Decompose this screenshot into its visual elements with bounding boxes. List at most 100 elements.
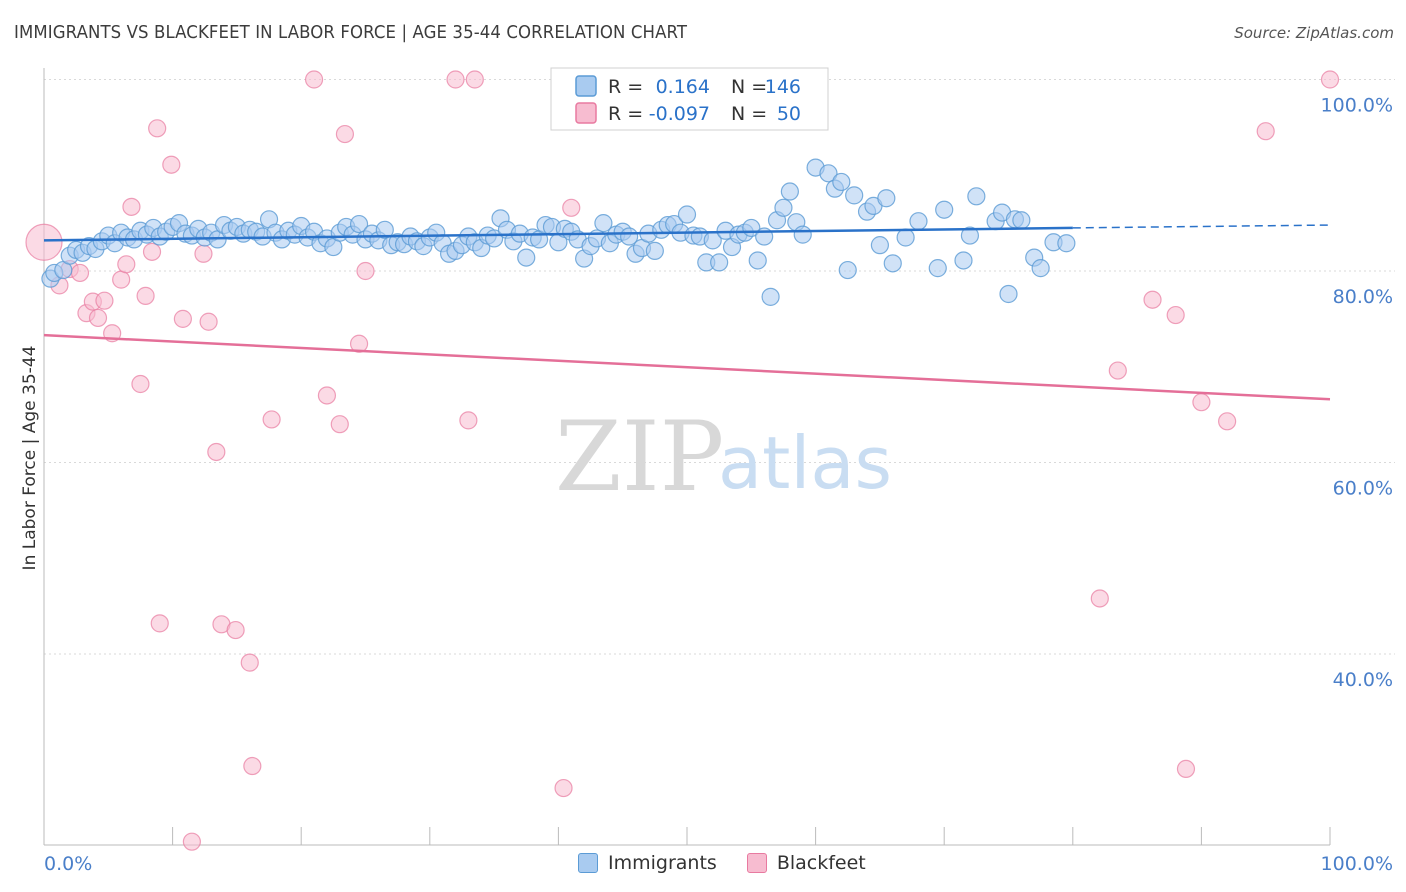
data-point-blackfeet [356,261,375,281]
data-point-blackfeet [148,119,167,138]
data-point-blackfeet [25,223,63,261]
data-point-immigrants [1012,211,1031,230]
trend-line-blackfeet [43,333,1331,401]
data-point-immigrants [793,225,812,244]
data-point-blackfeet [1090,589,1109,608]
legend-r-value: 0.164 [656,76,710,98]
data-point-blackfeet [1192,393,1211,412]
data-point-immigrants [999,284,1018,304]
data-point-blackfeet [1176,759,1196,779]
legend-r-label: R = [608,76,643,98]
data-point-immigrants [774,198,793,217]
x-tick-labels: 0.0% 100.0% [44,853,1393,875]
data-point-immigrants [819,164,838,183]
data-point-immigrants [1031,259,1050,278]
data-point-blackfeet [136,286,155,305]
data-point-blackfeet [112,270,131,289]
data-point-blackfeet [70,263,90,283]
legend-n-label: N = [731,103,767,125]
data-point-blackfeet [1256,122,1275,141]
legend-bottom: Immigrants Blackfeet [578,852,866,874]
data-point-blackfeet [330,415,349,434]
data-point-immigrants [877,189,896,208]
data-point-immigrants [928,259,947,278]
data-point-blackfeet [173,309,192,328]
legend-n-label: N = [731,76,767,98]
data-point-blackfeet [1166,305,1185,325]
legend-item-blackfeet: Blackfeet [746,852,866,874]
legend-swatch-blue [575,75,597,97]
legend-item-immigrants: Immigrants [578,852,717,874]
data-point-blackfeet [240,653,259,672]
legend-swatch-pink [575,102,597,124]
data-point-blackfeet [562,198,581,217]
data-point-blackfeet [150,614,169,633]
data-point-immigrants [1057,234,1076,253]
chart-title: IMMIGRANTS VS BLACKFEET IN LABOR FORCE |… [14,22,688,43]
data-point-immigrants [896,228,915,247]
legend-r-label: R = [608,103,643,125]
data-point-blackfeet [317,386,337,405]
data-point-blackfeet [122,197,141,216]
data-point-immigrants [375,220,394,239]
data-point-blackfeet [207,442,226,462]
y-tick-label: 40.0% [1333,669,1393,691]
legend-box [550,67,829,131]
data-point-blackfeet [335,124,355,144]
data-point-immigrants [517,248,536,267]
data-point-blackfeet [446,70,465,89]
data-point-blackfeet [88,308,108,328]
data-point-immigrants [845,186,864,205]
data-point-blackfeet [95,291,114,310]
data-point-immigrants [870,236,890,255]
y-tick-label: 80.0% [1333,286,1393,308]
data-point-blackfeet [262,410,281,429]
data-point-immigrants [761,287,780,306]
legend-r-value: -0.097 [649,103,710,125]
data-point-immigrants [710,253,729,272]
legend-label-blackfeet: Blackfeet [776,852,866,874]
data-point-blackfeet [1143,290,1162,309]
data-point-blackfeet [162,155,181,174]
legend-label-immigrants: Immigrants [608,852,717,874]
data-point-blackfeet [304,70,324,89]
data-point-immigrants [748,251,767,270]
legend-swatch-blackfeet [746,853,767,873]
data-point-blackfeet [182,832,201,851]
y-tick-label: 100.0% [1321,95,1393,117]
data-point-blackfeet [117,255,136,274]
data-point-immigrants [349,214,369,234]
data-point-immigrants [960,226,980,245]
data-point-blackfeet [1218,412,1237,431]
watermark-zip: ZIP [555,401,724,513]
data-point-immigrants [677,205,697,224]
trend-lines [43,224,1331,401]
data-point-blackfeet [465,70,484,89]
data-point-blackfeet [554,778,573,798]
source-label: Source: ZipAtlas.com [1234,24,1394,42]
data-point-immigrants [838,260,857,280]
trend-line-immigrants-extension [1072,224,1331,229]
data-point-immigrants [935,200,954,219]
legend-n-value: 146 [765,76,801,98]
data-point-blackfeet [194,244,213,263]
data-point-immigrants [954,251,973,270]
data-point-blackfeet [131,374,150,394]
data-point-blackfeet [199,312,218,331]
x-tick-label: 100.0% [1321,853,1393,875]
data-point-blackfeet [349,334,369,353]
data-point-immigrants [832,172,851,192]
series-immigrants [41,158,1076,306]
data-point-immigrants [967,187,986,206]
y-tick-label: 60.0% [1333,478,1393,500]
data-point-immigrants [594,214,613,233]
data-point-immigrants [780,182,799,201]
data-point-blackfeet [226,620,245,640]
y-tick-labels: 40.0% 60.0% 80.0% 100.0% [1321,95,1393,692]
legend-top: R = 0.164 N = 146 R = -0.097 N = 50 [550,67,829,131]
gridlines [44,79,1395,655]
data-point-immigrants [645,241,664,260]
data-point-blackfeet [142,242,162,261]
data-point-blackfeet [1108,361,1127,380]
